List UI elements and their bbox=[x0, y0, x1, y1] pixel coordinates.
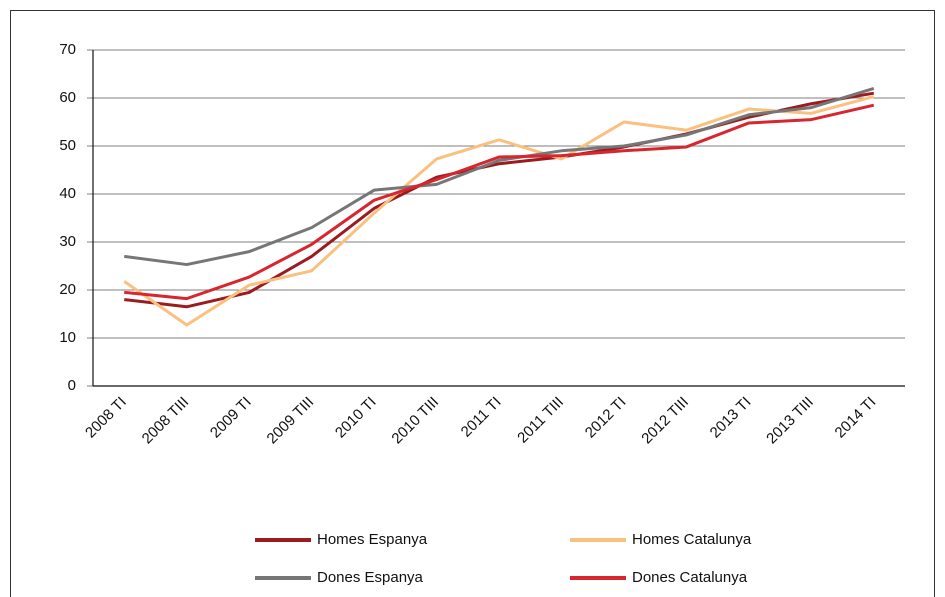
y-tick-label: 30 bbox=[59, 233, 76, 250]
x-tick-label: 2013 TIII bbox=[763, 394, 817, 448]
series-line bbox=[124, 86, 875, 267]
legend-label: Dones Catalunya bbox=[632, 569, 748, 586]
y-tick-label: 40 bbox=[59, 185, 76, 202]
legend-label: Dones Espanya bbox=[317, 569, 424, 586]
legend-label: Homes Catalunya bbox=[632, 531, 752, 548]
y-tick-label: 0 bbox=[68, 377, 76, 394]
x-tick-label: 2011 TI bbox=[458, 394, 505, 441]
x-tick-label: 2010 TIII bbox=[388, 394, 442, 448]
series-line bbox=[123, 95, 875, 327]
x-tick-label: 2009 TI bbox=[207, 394, 255, 442]
series-line bbox=[124, 91, 875, 309]
x-tick-label: 2008 TIII bbox=[139, 394, 193, 448]
x-tick-label: 2010 TI bbox=[332, 394, 380, 442]
x-tick-label: 2012 TI bbox=[582, 394, 630, 442]
y-tick-label: 50 bbox=[59, 137, 76, 154]
series-line bbox=[124, 103, 875, 301]
x-tick-label: 2009 TIII bbox=[264, 394, 318, 448]
legend-label: Homes Espanya bbox=[317, 531, 428, 548]
y-tick-label: 20 bbox=[59, 281, 76, 298]
frame bbox=[10, 10, 935, 597]
x-tick-label: 2013 TI bbox=[707, 394, 755, 442]
y-tick-label: 70 bbox=[59, 41, 76, 58]
y-tick-label: 60 bbox=[59, 89, 76, 106]
x-tick-label: 2008 TI bbox=[82, 394, 130, 442]
y-tick-label: 10 bbox=[59, 329, 76, 346]
x-tick-label: 2011 TIII bbox=[514, 394, 567, 447]
x-tick-label: 2014 TI bbox=[832, 394, 880, 442]
x-tick-label: 2012 TIII bbox=[638, 394, 692, 448]
